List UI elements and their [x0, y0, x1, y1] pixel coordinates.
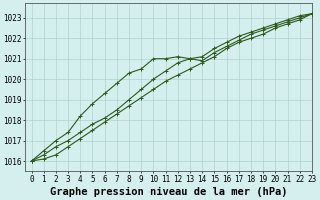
X-axis label: Graphe pression niveau de la mer (hPa): Graphe pression niveau de la mer (hPa)	[50, 186, 287, 197]
